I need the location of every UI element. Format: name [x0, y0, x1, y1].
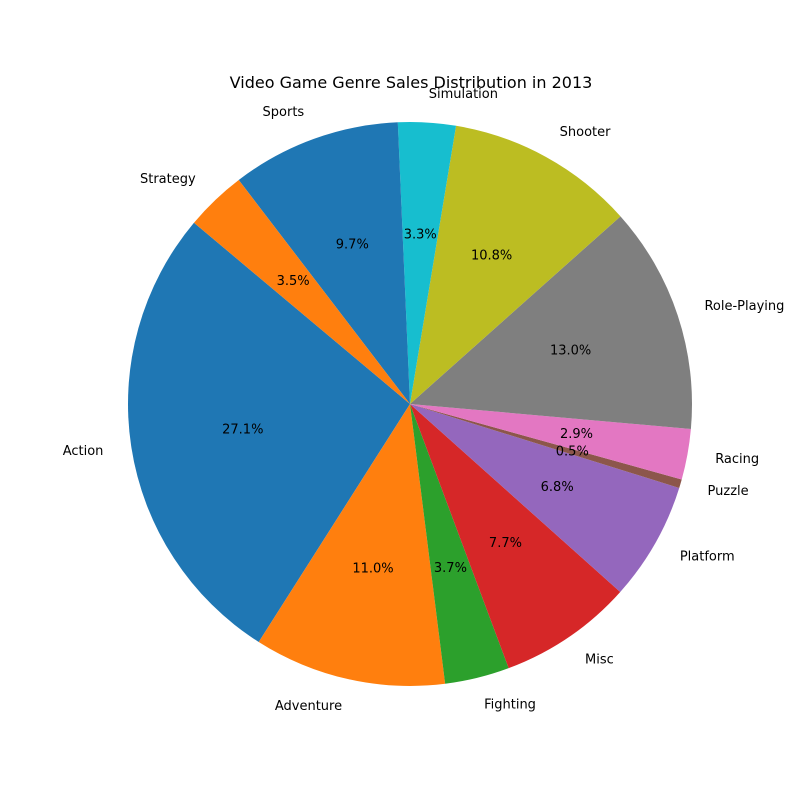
pct-label-strategy: 3.5% [277, 274, 310, 289]
pct-label-shooter: 10.8% [471, 248, 512, 263]
slice-label-platform: Platform [680, 550, 735, 565]
pct-label-platform: 6.8% [541, 480, 574, 495]
pct-label-sports: 9.7% [336, 237, 369, 252]
slice-label-shooter: Shooter [560, 125, 611, 140]
pie-slice-sports [238, 122, 410, 404]
pie-slice-adventure [258, 404, 446, 686]
pct-label-simulation: 3.3% [404, 228, 437, 243]
pct-label-puzzle: 0.5% [556, 444, 589, 459]
slice-label-role-playing: Role-Playing [704, 299, 784, 314]
pct-label-action: 27.1% [222, 422, 263, 437]
pie-slice-racing [410, 404, 691, 480]
pie-slice-role-playing [410, 216, 692, 429]
slice-label-puzzle: Puzzle [708, 484, 749, 499]
slice-label-sports: Sports [263, 105, 305, 120]
slice-label-fighting: Fighting [484, 698, 536, 713]
pie-slice-simulation [397, 122, 457, 404]
pie-slice-misc [410, 404, 621, 669]
pct-label-fighting: 3.7% [434, 561, 467, 576]
category-labels: Action Adventure Fighting Misc Platform Puzzl… [63, 87, 785, 714]
pie-slice-fighting [410, 404, 509, 684]
pie-slice-action [127, 222, 410, 642]
pie-slices [127, 122, 692, 686]
slice-label-strategy: Strategy [140, 172, 196, 187]
slice-label-racing: Racing [715, 452, 759, 467]
pie-slice-puzzle [410, 404, 682, 488]
pct-label-adventure: 11.0% [352, 562, 393, 577]
slice-label-simulation: Simulation [429, 87, 498, 102]
slice-label-action: Action [63, 444, 104, 459]
slice-label-adventure: Adventure [275, 699, 342, 714]
pie-slice-shooter [410, 125, 621, 404]
pct-label-misc: 7.7% [489, 536, 522, 551]
chart-title: Video Game Genre Sales Distribution in 2… [230, 73, 593, 92]
slice-label-misc: Misc [585, 653, 614, 668]
pct-label-role-playing: 13.0% [550, 343, 591, 358]
pie-slice-strategy [193, 179, 410, 404]
pct-label-racing: 2.9% [560, 427, 593, 442]
pie-slice-platform [410, 404, 680, 592]
percentage-labels: 27.1% 11.0% 3.7% 7.7% 6.8% 0.5% 2.9% 13.0% 10.8%… [222, 228, 593, 577]
